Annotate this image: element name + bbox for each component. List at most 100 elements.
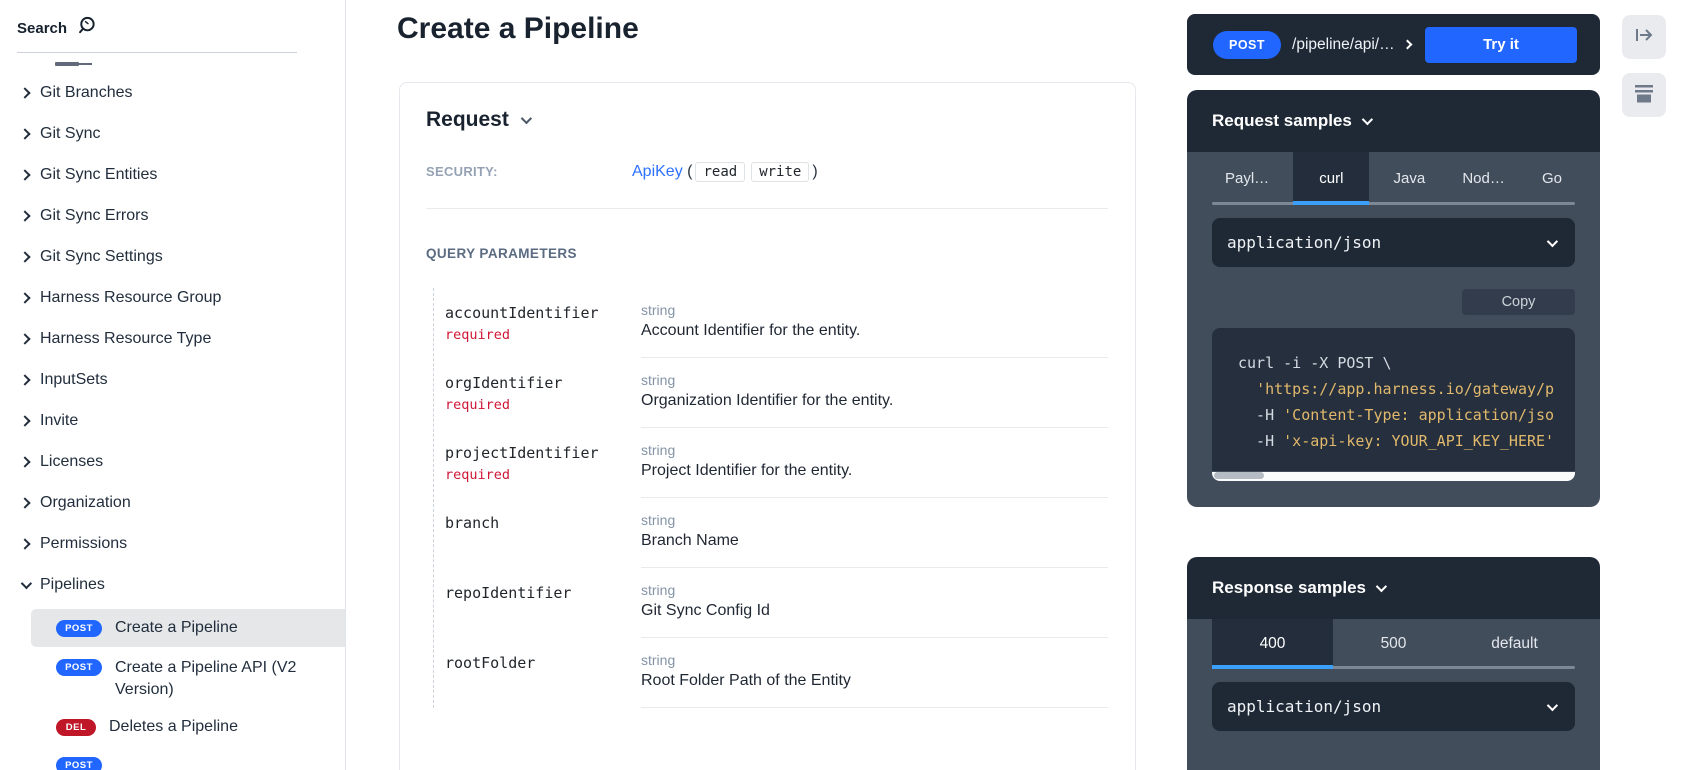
apikey-link[interactable]: ApiKey [632, 163, 683, 180]
sidebar-item-git-sync-errors[interactable]: Git Sync Errors [0, 195, 345, 236]
param-row: rootFolder string Root Folder Path of th… [434, 638, 1108, 708]
post-method-badge: POST [56, 659, 102, 676]
param-description: Root Folder Path of the Entity [641, 672, 851, 689]
tab-400[interactable]: 400 [1212, 619, 1333, 669]
security-row: SECURITY: ApiKey (read write) [426, 162, 1108, 182]
sidebar-item-inputsets[interactable]: InputSets [0, 359, 345, 400]
request-samples-toggle[interactable]: Request samples [1187, 90, 1600, 152]
endpoint-path: /pipeline/api/… [1292, 35, 1395, 53]
sidebar-item-create-a-pipeline-v2[interactable]: POST Create a Pipeline API (V2 Version) [31, 650, 345, 708]
param-name: rootFolder [445, 654, 536, 672]
param-type: string [641, 372, 676, 388]
chevron-right-icon [19, 168, 31, 181]
request-samples-section: Request samples Payl… curl Java Nod… Go … [1187, 90, 1600, 507]
chevron-down-icon [1361, 113, 1373, 126]
param-type: string [641, 512, 676, 528]
request-section-toggle[interactable]: Request [426, 108, 1108, 132]
try-it-button[interactable]: Try it [1425, 26, 1577, 63]
param-name: projectIdentifier [445, 444, 599, 462]
chevron-right-icon [19, 332, 31, 345]
sidebar-item-clipped[interactable]: POST [31, 746, 345, 770]
param-type: string [641, 442, 676, 458]
sidebar-item-licenses[interactable]: Licenses [0, 441, 345, 482]
param-name: accountIdentifier [445, 304, 599, 322]
param-type: string [641, 302, 676, 318]
expand-right-icon [1633, 24, 1655, 51]
sidebar-item-git-sync-entities[interactable]: Git Sync Entities [0, 154, 345, 195]
chevron-down-icon [1375, 580, 1388, 593]
tab-node[interactable]: Nod… [1462, 170, 1505, 187]
param-required-flag: required [445, 327, 511, 343]
sidebar-item-permissions[interactable]: Permissions [0, 523, 345, 564]
param-name: repoIdentifier [445, 584, 572, 602]
sidebar-item-harness-resource-group[interactable]: Harness Resource Group [0, 277, 345, 318]
chevron-right-icon [19, 414, 31, 427]
search-icon [76, 15, 97, 41]
sidebar-item-git-sync[interactable]: Git Sync [0, 113, 345, 154]
clipped-nav-item[interactable] [0, 53, 345, 72]
param-name: branch [445, 514, 500, 532]
request-section-title: Request [426, 108, 509, 131]
response-samples-tabs: 400 500 default [1212, 619, 1575, 669]
search-label: Search [17, 19, 68, 37]
response-samples-toggle[interactable]: Response samples [1187, 557, 1600, 619]
tab-curl[interactable]: curl [1293, 152, 1370, 205]
chevron-right-icon [19, 291, 31, 304]
horizontal-scrollbar[interactable] [1212, 472, 1575, 481]
chevron-right-icon [19, 209, 31, 222]
chevron-down-icon [520, 112, 532, 125]
request-card: Request SECURITY: ApiKey (read write) QUE… [399, 82, 1136, 770]
query-parameters-list: accountIdentifier required string Accoun… [433, 288, 1108, 708]
sidebar-item-organization[interactable]: Organization [0, 482, 345, 523]
tab-500[interactable]: 500 [1380, 635, 1407, 652]
divider [426, 208, 1108, 209]
tab-default[interactable]: default [1491, 635, 1538, 652]
param-description: Git Sync Config Id [641, 602, 770, 619]
copy-button[interactable]: Copy [1462, 289, 1575, 315]
expand-panel-button[interactable] [1622, 15, 1666, 59]
chevron-right-icon [1402, 39, 1413, 50]
sidebar-item-invite[interactable]: Invite [0, 400, 345, 441]
param-name: orgIdentifier [445, 374, 563, 392]
param-row: repoIdentifier string Git Sync Config Id [434, 568, 1108, 638]
paren-open: ( [687, 163, 693, 180]
sidebar: Search Git Branches Git Sync Git Sync En… [0, 0, 346, 770]
param-row: orgIdentifier required string Organizati… [434, 358, 1108, 428]
tab-payload[interactable]: Payl… [1225, 170, 1270, 187]
page-title: Create a Pipeline [397, 12, 639, 45]
endpoint-bar[interactable]: POST /pipeline/api/… Try it [1187, 14, 1600, 75]
tab-go[interactable]: Go [1541, 170, 1562, 187]
divider [17, 52, 297, 53]
sidebar-item-harness-resource-type[interactable]: Harness Resource Type [0, 318, 345, 359]
curl-code: curl -i -X POST \ 'https://app.harness.i… [1238, 354, 1555, 450]
scrollbar-thumb[interactable] [1214, 472, 1264, 479]
samples-layout-button[interactable] [1622, 73, 1666, 117]
del-method-badge: DEL [56, 718, 96, 736]
param-description: Account Identifier for the entity. [641, 322, 861, 339]
param-type: string [641, 652, 676, 668]
sidebar-item-git-sync-settings[interactable]: Git Sync Settings [0, 236, 345, 277]
param-description: Branch Name [641, 532, 739, 549]
param-description: Project Identifier for the entity. [641, 462, 853, 479]
request-content-type-dropdown[interactable]: application/json [1212, 218, 1575, 267]
tab-java[interactable]: Java [1393, 170, 1426, 187]
sidebar-item-pipelines[interactable]: Pipelines [0, 564, 345, 605]
chevron-right-icon [19, 455, 31, 468]
sidebar-item-create-a-pipeline[interactable]: POST Create a Pipeline [31, 609, 345, 647]
security-label: SECURITY: [426, 164, 498, 179]
paren-close: ) [812, 163, 818, 180]
param-row: accountIdentifier required string Accoun… [434, 288, 1108, 358]
chevron-right-icon [19, 537, 31, 550]
scope-chip: write [751, 162, 810, 182]
response-samples-section: Response samples 400 500 default applica… [1187, 557, 1600, 770]
clipped-text-fragment [55, 62, 79, 66]
response-content-type-dropdown[interactable]: application/json [1212, 682, 1575, 731]
security-value: ApiKey (read write) [632, 162, 1108, 182]
chevron-right-icon [19, 127, 31, 140]
chevron-right-icon [19, 86, 31, 99]
post-method-badge: POST [56, 756, 102, 770]
search-row[interactable]: Search [0, 0, 345, 41]
sidebar-item-git-branches[interactable]: Git Branches [0, 72, 345, 113]
sidebar-item-deletes-a-pipeline[interactable]: DEL Deletes a Pipeline [31, 708, 345, 746]
